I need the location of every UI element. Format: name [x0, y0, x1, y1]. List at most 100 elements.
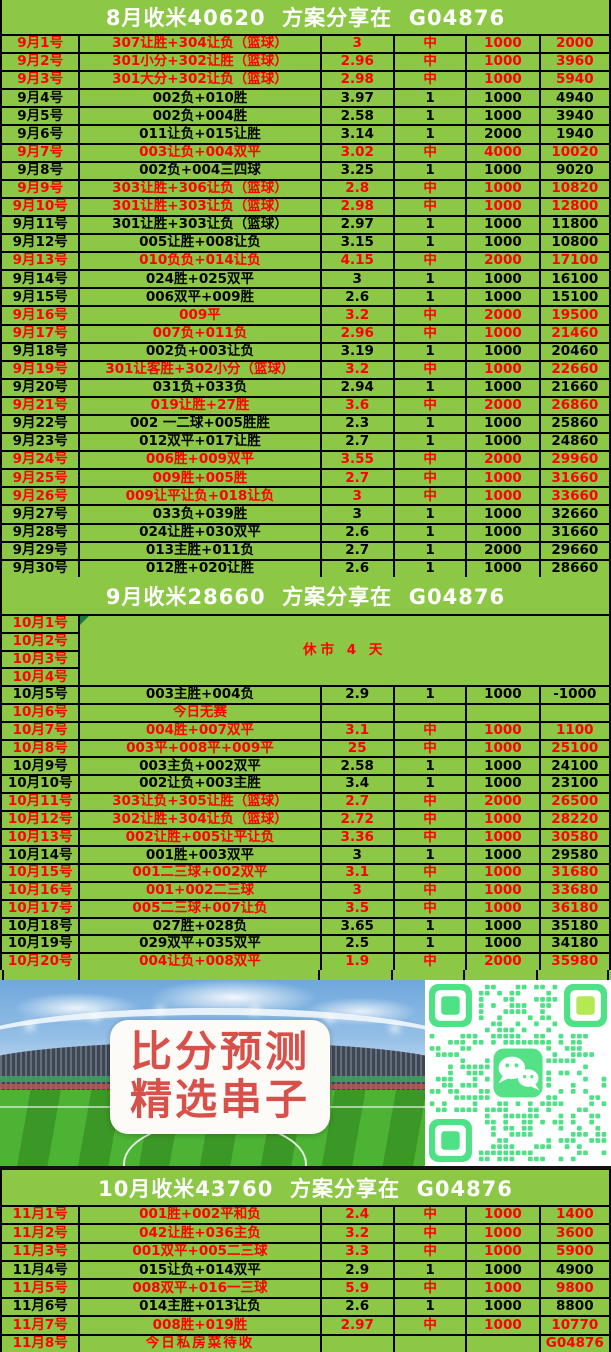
profit-cell: 4940 — [538, 88, 611, 109]
scheme-cell: 014主胜+013让负 — [78, 1296, 322, 1318]
scheme-cell: 024胜+025双平 — [78, 269, 322, 290]
stadium-photo: 比分预测 精选串子 — [0, 980, 425, 1166]
result-row: 10月18号 027胜+028负 3.65 1 1000 35180 — [0, 916, 611, 937]
result-row: 10月13号 002让胜+005让平让负 3.36 中 1000 30580 — [0, 827, 611, 848]
scheme-cell: 019让胜+27胜 — [78, 395, 322, 416]
august-summary-text: 8月收米40620 方案分享在 G04876 — [105, 6, 506, 30]
stake-cell: 1000 — [465, 88, 541, 109]
result-row: 11月6号 014主胜+013让负 2.6 1 1000 8800 — [0, 1296, 611, 1318]
stake-cell: 1000 — [465, 1205, 541, 1226]
result-row: 10月17号 005二三球+007让负 3.5 中 1000 36180 — [0, 898, 611, 919]
profit-cell: 35980 — [538, 952, 611, 970]
profit-cell: 10800 — [538, 233, 611, 254]
scheme-cell: 003主负+002双平 — [78, 756, 322, 777]
october-table-wrap: 10月1号 休市 4 天 10月2号 10月3号 10月4号 10月5号 003主胜+004… — [0, 614, 611, 970]
scheme-cell: 031负+033负 — [78, 377, 322, 398]
result-cell: 中 — [392, 1223, 468, 1244]
odds-cell: 3 — [319, 845, 395, 866]
date-cell: 10月19号 — [0, 934, 81, 955]
result-cell: 中 — [392, 34, 468, 55]
date-cell: 10月12号 — [0, 809, 81, 830]
scheme-cell: 301让胜+303让负（篮球） — [78, 214, 322, 236]
result-cell — [392, 1333, 468, 1352]
scheme-cell: 002 一二球+005胜胜 — [78, 413, 322, 435]
profit-cell: 1400 — [538, 1205, 611, 1226]
profit-cell: 28660 — [538, 558, 611, 577]
result-cell: 1 — [392, 756, 468, 777]
stake-cell: 2000 — [465, 124, 541, 145]
date-cell: 9月30号 — [0, 558, 81, 577]
stake-cell: 2000 — [465, 952, 541, 970]
stake-cell: 1000 — [465, 916, 541, 937]
stake-cell: 1000 — [465, 214, 541, 236]
date-cell: 10月8号 — [0, 738, 81, 759]
odds-cell: 3.02 — [319, 142, 395, 163]
result-row: 10月8号 003平+008平+009平 25 中 1000 25100 — [0, 738, 611, 759]
scheme-cell: 今日无赛 — [78, 702, 322, 723]
result-row: 9月6号 011让负+015让胜 3.14 1 2000 1940 — [0, 124, 611, 145]
stake-cell: 1000 — [465, 106, 541, 127]
result-row: 9月3号 301大分+302让负（篮球） 2.98 中 1000 5940 — [0, 70, 611, 91]
stake-cell: 1000 — [465, 413, 541, 435]
date-cell: 11月6号 — [0, 1296, 81, 1318]
odds-cell: 3.3 — [319, 1241, 395, 1263]
profit-cell: 24100 — [538, 756, 611, 777]
result-row: 11月5号 008双平+016一三球 5.9 中 1000 9800 — [0, 1278, 611, 1299]
result-cell: 1 — [392, 685, 468, 705]
date-cell: 9月22号 — [0, 413, 81, 435]
date-cell: 9月6号 — [0, 124, 81, 145]
odds-cell: 2.7 — [319, 540, 395, 561]
odds-cell: 2.97 — [319, 1315, 395, 1336]
odds-cell: 4.15 — [319, 251, 395, 272]
scheme-cell: 011让负+015让胜 — [78, 124, 322, 145]
profit-cell: 33680 — [538, 880, 611, 901]
stake-cell: 1000 — [465, 287, 541, 308]
october-summary-text: 10月收米43760 方案分享在 G04876 — [98, 1176, 513, 1201]
stadium-roof — [0, 1008, 425, 1085]
odds-cell: 3.4 — [319, 774, 395, 794]
september-summary-text: 9月收米28660 方案分享在 G04876 — [105, 584, 506, 609]
profit-cell: 36180 — [538, 898, 611, 919]
result-row: 9月14号 024胜+025双平 3 1 1000 16100 — [0, 269, 611, 290]
stake-cell: 1000 — [465, 934, 541, 955]
profit-cell: 32660 — [538, 504, 611, 525]
date-cell: 10月20号 — [0, 952, 81, 970]
date-cell: 9月21号 — [0, 395, 81, 416]
result-row: 9月26号 009让平让负+018让负 3 中 1000 33660 — [0, 486, 611, 507]
result-row: 11月7号 008胜+019胜 2.97 中 1000 10770 — [0, 1315, 611, 1336]
stake-cell: 2000 — [465, 251, 541, 272]
profit-cell: 31660 — [538, 522, 611, 543]
scheme-cell: 今日私房菜待收 — [78, 1333, 322, 1352]
result-row: 9月29号 013主胜+011负 2.7 1 2000 29660 — [0, 540, 611, 561]
stake-cell: 1000 — [465, 827, 541, 848]
odds-cell: 2.7 — [319, 791, 395, 812]
stake-cell: 1000 — [465, 558, 541, 577]
profit-cell: 22660 — [538, 359, 611, 380]
profit-cell: 1940 — [538, 124, 611, 145]
scheme-cell: 029双平+035双平 — [78, 934, 322, 955]
scheme-cell: 002让负+003主胜 — [78, 774, 322, 794]
stake-cell: 1000 — [465, 774, 541, 794]
profit-cell: 5900 — [538, 1241, 611, 1263]
scheme-cell: 003主胜+004负 — [78, 685, 322, 705]
september-summary-band: 9月收米28660 方案分享在 G04876 — [0, 577, 611, 614]
result-cell: 中 — [392, 52, 468, 73]
scheme-cell: 010负负+014让负 — [78, 251, 322, 272]
august-summary-band: 8月收米40620 方案分享在 G04876 — [0, 0, 611, 34]
profit-cell: 21660 — [538, 377, 611, 398]
profit-cell: 3960 — [538, 52, 611, 73]
stake-cell: 1000 — [465, 1223, 541, 1244]
wechat-qr-code — [429, 984, 607, 1162]
profit-cell: 29580 — [538, 845, 611, 866]
odds-cell: 3.97 — [319, 88, 395, 109]
profit-cell: 12800 — [538, 196, 611, 217]
result-row: 9月28号 024让胜+030双平 2.6 1 1000 31660 — [0, 522, 611, 543]
date-cell: 9月25号 — [0, 468, 81, 489]
date-cell: 9月29号 — [0, 540, 81, 561]
scheme-cell: 024让胜+030双平 — [78, 522, 322, 543]
result-row: 10月3号 — [0, 649, 610, 670]
profit-cell: 10820 — [538, 178, 611, 199]
odds-cell — [319, 702, 395, 723]
result-row: 10月7号 004胜+007双平 3.1 中 1000 1100 — [0, 720, 611, 741]
result-cell: 1 — [392, 377, 468, 398]
